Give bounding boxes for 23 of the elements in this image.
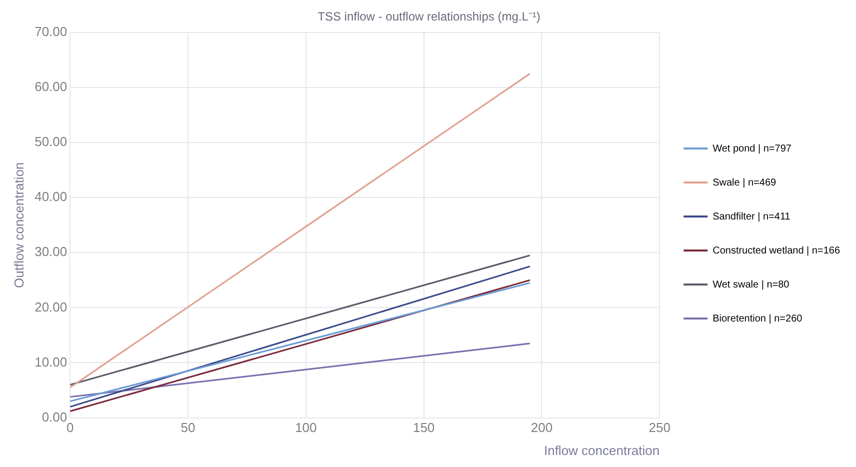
legend-label: Swale | n=469: [712, 177, 777, 188]
legend-label: Constructed wetland | n=166: [712, 245, 840, 256]
x-tick-label: 200: [530, 420, 553, 436]
y-tick-label: 30.00: [34, 244, 68, 260]
y-tick-label: 10.00: [34, 354, 68, 370]
y-tick-label: 40.00: [34, 189, 68, 204]
x-axis-title: Inflow concentration: [544, 442, 660, 458]
x-tick-label: 100: [295, 420, 317, 436]
legend-label: Wet swale | n=80: [712, 279, 790, 290]
y-tick-label: 70.00: [34, 24, 68, 39]
chart-title: TSS inflow - outflow relationships (mg.L⁻¹): [318, 10, 540, 24]
y-tick-label: 0.00: [42, 409, 68, 424]
y-tick-label: 60.00: [34, 79, 68, 94]
x-tick-label: 0: [66, 420, 74, 436]
x-tick-label: 50: [180, 420, 196, 436]
y-tick-label: 20.00: [34, 299, 68, 314]
legend-label: Wet pond | n=797: [712, 143, 792, 154]
x-tick-label: 150: [412, 420, 435, 436]
y-axis-title: Outflow concentration: [11, 162, 26, 288]
y-tick-label: 50.00: [34, 134, 68, 150]
x-tick-label: 250: [648, 420, 670, 436]
legend-label: Sandfilter | n=411: [712, 211, 791, 222]
legend-label: Bioretention | n=260: [712, 313, 803, 324]
